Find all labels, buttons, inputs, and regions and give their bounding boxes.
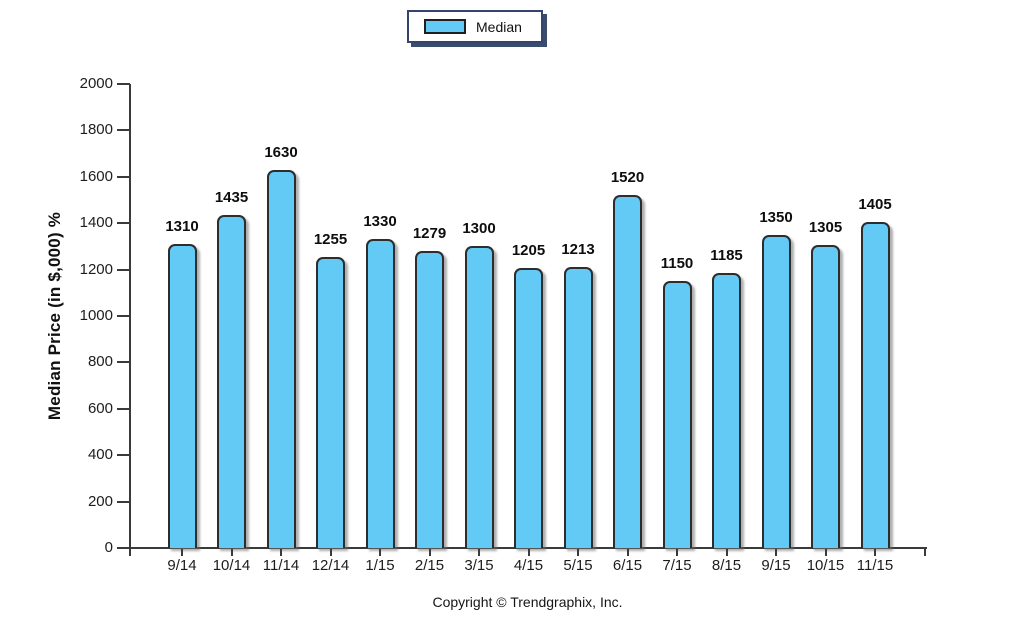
bar-value-label: 1205 (511, 242, 546, 259)
bar-value-label: 1300 (462, 220, 496, 237)
y-tick-mark (117, 500, 130, 503)
bar-value-label: 1305 (808, 219, 843, 236)
x-tick-mark (824, 549, 827, 556)
bar (761, 235, 791, 548)
bar (514, 268, 543, 548)
y-tick-label: 1600 (79, 167, 113, 185)
bar-value-label: 1405 (858, 196, 892, 213)
y-tick-label: 800 (87, 353, 113, 371)
x-tick-mark (428, 549, 431, 556)
y-tick-label: 2000 (79, 75, 113, 92)
bar (316, 257, 345, 548)
y-tick-mark (117, 175, 130, 178)
x-axis-line (129, 547, 927, 549)
x-tick-label: 12/14 (311, 557, 350, 574)
legend: Median (407, 10, 543, 43)
x-tick-label: 4/15 (513, 557, 544, 574)
legend-swatch-icon (424, 19, 466, 34)
bar (662, 281, 692, 548)
x-tick-label: 10/15 (806, 557, 845, 574)
bar-value-label: 1350 (759, 209, 793, 226)
x-tick-label: 10/14 (212, 557, 251, 574)
y-tick-label: 1000 (79, 307, 113, 324)
x-axis-end-tick (924, 549, 926, 556)
x-tick-label: 2/15 (414, 557, 445, 574)
bar (860, 222, 890, 548)
x-tick-mark (775, 549, 777, 556)
x-tick-label: 9/15 (761, 557, 791, 574)
bar (217, 215, 246, 548)
x-tick-label: 11/14 (262, 557, 300, 574)
x-tick-mark (527, 549, 530, 556)
x-tick-label: 6/15 (612, 557, 643, 574)
bar-value-label: 1630 (264, 144, 298, 161)
x-tick-mark (725, 549, 728, 556)
bar-value-label: 1330 (363, 213, 397, 230)
x-tick-mark (874, 549, 876, 556)
bar-value-label: 1185 (710, 247, 743, 264)
bar (415, 251, 444, 548)
x-tick-mark (379, 549, 381, 556)
y-tick-label: 1800 (79, 121, 113, 139)
bar (365, 239, 395, 548)
bar-value-label: 1435 (214, 189, 249, 206)
bar-value-label: 1310 (165, 218, 199, 235)
bar (563, 267, 593, 548)
x-tick-mark (676, 549, 678, 556)
y-tick-mark (117, 547, 130, 549)
bar (167, 244, 197, 548)
bar-value-label: 1150 (660, 255, 694, 272)
copyright-text: Copyright © Trendgraphix, Inc. (432, 594, 623, 610)
bar (613, 195, 642, 548)
y-tick-mark (117, 361, 130, 364)
bar-value-label: 1255 (313, 231, 348, 248)
y-tick-label: 600 (87, 399, 113, 417)
x-tick-label: 5/15 (563, 557, 593, 574)
y-tick-label: 400 (87, 446, 113, 464)
y-axis-line (129, 84, 131, 549)
y-tick-mark (117, 407, 130, 410)
x-tick-label: 7/15 (662, 557, 692, 574)
x-tick-mark (329, 549, 332, 556)
x-tick-label: 11/15 (856, 557, 894, 574)
y-tick-label: 0 (104, 539, 113, 556)
x-tick-mark (478, 549, 480, 556)
bar-value-label: 1520 (610, 169, 645, 186)
y-tick-label: 200 (87, 492, 113, 510)
bar (464, 246, 494, 548)
x-tick-mark (626, 549, 629, 556)
y-tick-label: 1400 (79, 214, 113, 232)
y-tick-mark (117, 129, 130, 132)
y-tick-mark (117, 454, 130, 457)
x-tick-label: 9/14 (167, 557, 197, 574)
x-tick-label: 3/15 (464, 557, 494, 574)
bar (811, 245, 840, 548)
x-tick-mark (577, 549, 579, 556)
x-tick-mark (181, 549, 183, 556)
y-tick-mark (117, 83, 130, 85)
y-tick-mark (117, 222, 130, 225)
x-tick-label: 1/15 (365, 557, 395, 574)
x-axis-end-tick (129, 549, 131, 556)
bar (266, 170, 296, 548)
bar (712, 273, 741, 548)
y-tick-label: 1200 (79, 260, 113, 278)
y-tick-mark (117, 268, 130, 271)
bar-value-label: 1213 (561, 241, 595, 258)
x-tick-mark (280, 549, 282, 556)
x-tick-label: 8/15 (711, 557, 742, 574)
legend-label: Median (476, 18, 522, 35)
y-tick-mark (117, 315, 130, 317)
bar-value-label: 1279 (412, 225, 447, 242)
x-tick-mark (230, 549, 233, 556)
